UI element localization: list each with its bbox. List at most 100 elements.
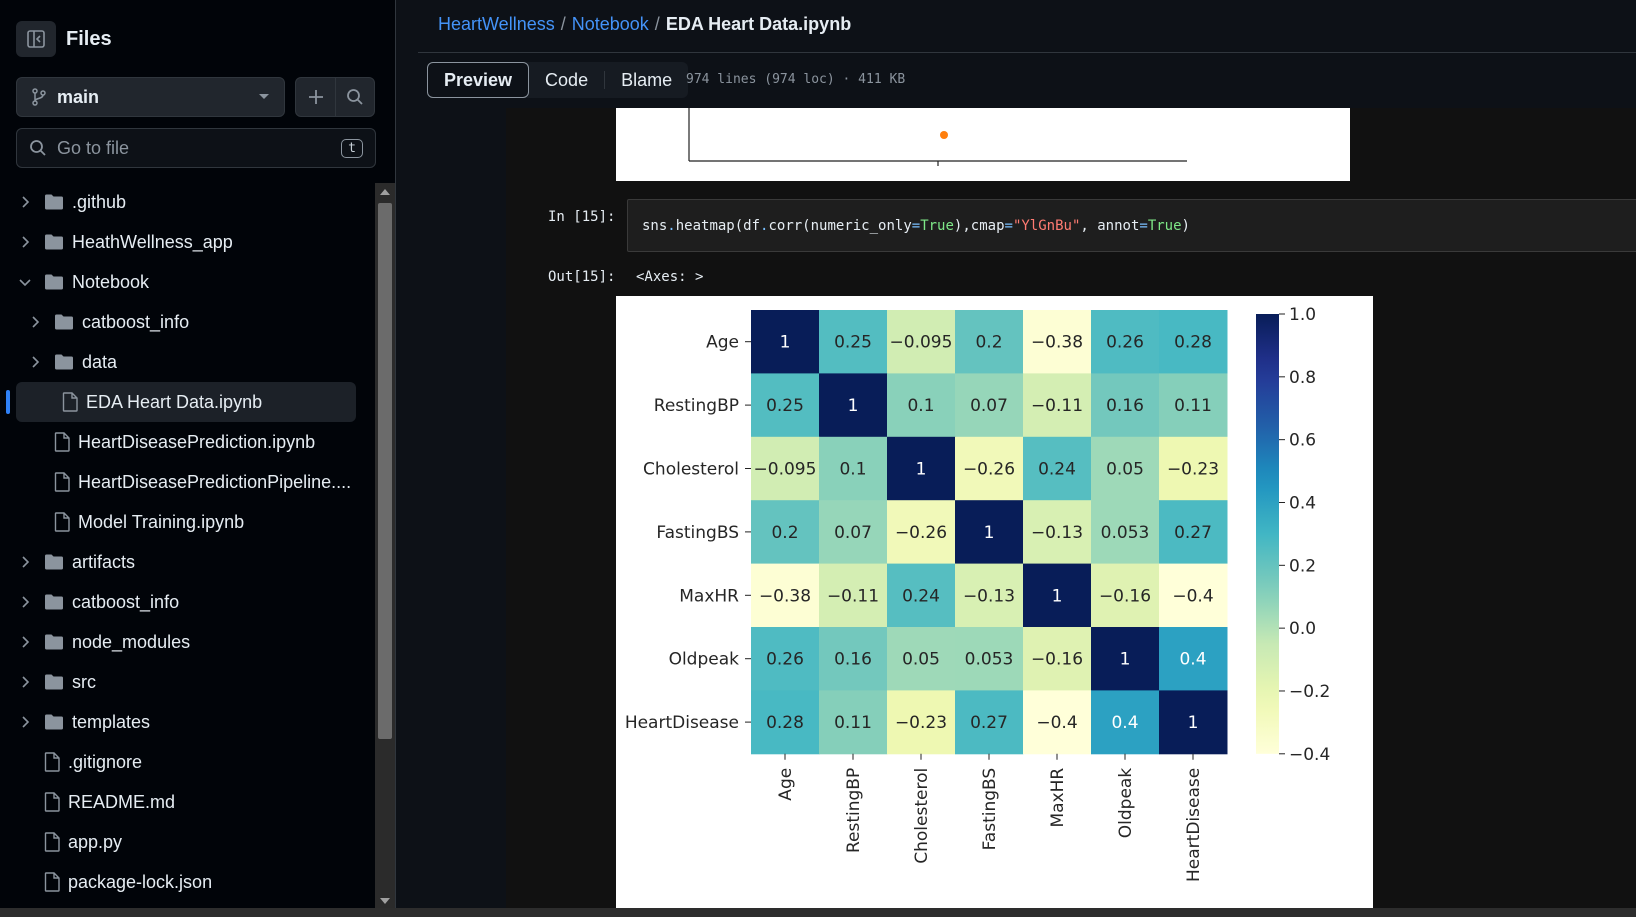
breadcrumb-separator: /	[654, 14, 660, 34]
file-icon	[54, 472, 70, 492]
tree-folder-item[interactable]: .github	[0, 182, 372, 222]
heatmap-cell-label: 1	[984, 523, 995, 543]
tab-preview[interactable]: Preview	[427, 62, 530, 98]
go-to-file-field[interactable]: t	[16, 128, 376, 168]
header-divider	[418, 52, 1636, 53]
scroll-down-arrow-icon[interactable]	[380, 898, 390, 904]
heatmap-cell-label: 0.1	[839, 460, 866, 480]
breadcrumb-repo-link[interactable]: HeartWellness	[438, 14, 555, 34]
tree-file-item[interactable]: package-lock.json	[0, 862, 372, 902]
tree-file-item[interactable]: HeartDiseasePredictionPipeline....	[0, 462, 372, 502]
search-files-button[interactable]	[335, 78, 374, 116]
chevron-right-icon[interactable]	[16, 556, 34, 568]
tab-blame[interactable]: Blame	[621, 69, 673, 90]
heatmap-cell	[819, 500, 888, 565]
tree-folder-item[interactable]: templates	[0, 702, 372, 742]
y-tick-label: Cholesterol	[643, 460, 739, 480]
heatmap-cell	[955, 500, 1024, 565]
chevron-down-icon[interactable]	[16, 277, 34, 287]
tree-folder-item[interactable]: catboost_info	[0, 302, 372, 342]
tree-folder-item[interactable]: catboost_info	[0, 582, 372, 622]
heatmap-cell	[1091, 500, 1160, 565]
collapse-sidebar-button[interactable]	[16, 21, 56, 57]
tree-file-item[interactable]: README.md	[0, 782, 372, 822]
chevron-right-icon[interactable]	[16, 596, 34, 608]
file-actions-group	[295, 77, 375, 117]
chevron-right-icon[interactable]	[26, 356, 44, 368]
file-icon	[44, 872, 60, 892]
scroll-up-arrow-icon[interactable]	[380, 189, 390, 195]
tree-file-item[interactable]: HeartDiseasePrediction.ipynb	[0, 422, 372, 462]
go-to-file-input[interactable]	[57, 137, 342, 159]
sidebar-scrollbar[interactable]	[375, 183, 395, 910]
heatmap-cell-label: 0.26	[1106, 333, 1144, 353]
heatmap-cell	[955, 373, 1024, 438]
chevron-right-icon[interactable]	[16, 196, 34, 208]
file-icon	[44, 792, 60, 812]
y-tick-label: MaxHR	[679, 586, 739, 606]
heatmap-cell-label: −0.095	[890, 333, 953, 353]
heatmap-cell-label: 1	[916, 460, 927, 480]
heatmap-cell	[819, 373, 888, 438]
heatmap-cell-label: −0.4	[1036, 713, 1077, 733]
add-file-button[interactable]	[296, 78, 335, 116]
scrollbar-thumb[interactable]	[378, 203, 392, 739]
heatmap-cell	[751, 500, 820, 565]
heatmap-cell	[1091, 627, 1160, 691]
tree-item-label: node_modules	[72, 631, 191, 652]
heatmap-cell-label: 0.11	[834, 713, 872, 733]
breadcrumb-folder-link[interactable]: Notebook	[571, 14, 649, 34]
heatmap-cell	[1023, 436, 1092, 501]
code-token: heatmap(df	[675, 217, 761, 234]
tree-file-item[interactable]: Model Training.ipynb	[0, 502, 372, 542]
heatmap-cell-label: 0.16	[834, 650, 872, 670]
heatmap-cell	[887, 373, 956, 438]
heatmap-cell-label: −0.095	[754, 460, 817, 480]
tree-folder-item[interactable]: data	[0, 342, 372, 382]
folder-icon	[54, 353, 74, 371]
branch-row: main	[16, 77, 376, 117]
tree-folder-item[interactable]: artifacts	[0, 542, 372, 582]
heatmap-cell	[1091, 310, 1160, 374]
git-branch-icon	[32, 88, 46, 106]
tab-code[interactable]: Code	[545, 69, 589, 90]
heatmap-cell	[1023, 310, 1092, 374]
x-tick-label: Age	[776, 768, 796, 801]
tree-item-label: .github	[72, 191, 127, 212]
heatmap-cell	[819, 310, 888, 374]
heatmap-cell	[751, 310, 820, 374]
code-token: )	[1181, 217, 1190, 234]
code-token: .	[760, 217, 769, 234]
tree-folder-item[interactable]: src	[0, 662, 372, 702]
code-token: =	[1139, 217, 1148, 234]
notebook-preview[interactable]: In [15]: sns. heatmap(df. corr(numeric_onl…	[506, 108, 1636, 917]
heatmap-cell-label: 1	[1120, 650, 1131, 670]
tree-folder-item[interactable]: Notebook	[0, 262, 372, 302]
heatmap-cell-label: −0.23	[895, 713, 947, 733]
heatmap-figure: 1 0.25 −0.095 0.2 −0.38 0.26 0.28 0.25 1 0.1 0.07 −…	[616, 296, 1373, 917]
tree-item-label: Model Training.ipynb	[78, 511, 245, 532]
heatmap-cell	[1091, 563, 1160, 628]
tree-file-item[interactable]: .gitignore	[0, 742, 372, 782]
heatmap-cell-label: 0.25	[766, 396, 804, 416]
code-token: sns	[642, 217, 668, 234]
heatmap-cell-label: 1	[848, 396, 859, 416]
chevron-right-icon[interactable]	[16, 676, 34, 688]
chevron-right-icon[interactable]	[16, 716, 34, 728]
chevron-right-icon[interactable]	[26, 316, 44, 328]
heatmap-cell-label: 0.27	[970, 713, 1008, 733]
tree-folder-item[interactable]: node_modules	[0, 622, 372, 662]
heatmap-cell	[1023, 563, 1092, 628]
tree-file-item[interactable]: EDA Heart Data.ipynb	[6, 382, 356, 422]
chevron-right-icon[interactable]	[16, 236, 34, 248]
heatmap-cell	[887, 690, 956, 755]
tree-file-item[interactable]: app.py	[0, 822, 372, 862]
heatmap-cell	[1091, 373, 1160, 438]
tree-folder-item[interactable]: HeathWellness_app	[0, 222, 372, 262]
heatmap-cell	[955, 690, 1024, 755]
branch-selector[interactable]: main	[16, 77, 285, 117]
chevron-right-icon[interactable]	[16, 636, 34, 648]
colorbar-tick-label: 0.0	[1289, 619, 1316, 639]
sidebar-title: Files	[66, 27, 112, 50]
tree-item-label: app.py	[68, 831, 123, 852]
